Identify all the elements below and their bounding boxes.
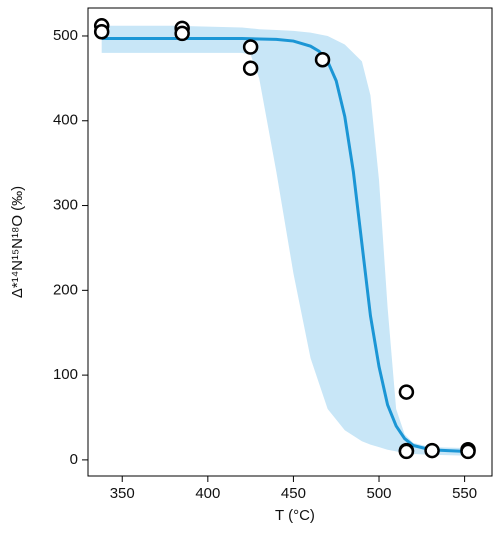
data-point xyxy=(242,39,259,55)
confidence-band xyxy=(101,25,465,456)
x-tick-label: 350 xyxy=(110,485,135,502)
data-point xyxy=(398,443,415,460)
y-tick-label: 200 xyxy=(53,281,78,298)
data-point xyxy=(424,442,440,459)
x-tick-label: 500 xyxy=(367,485,392,502)
y-tick-label: 0 xyxy=(70,451,78,468)
y-axis-label: Δ*¹⁴N¹⁵N¹⁸O (‰) xyxy=(9,186,26,298)
y-tick-label: 500 xyxy=(53,27,78,44)
y-tick-label: 300 xyxy=(53,197,78,214)
data-point xyxy=(174,25,190,42)
x-axis-label: T (°C) xyxy=(275,507,315,524)
data-point xyxy=(242,60,259,76)
y-tick-label: 400 xyxy=(53,112,78,129)
data-point xyxy=(314,51,331,68)
x-tick-label: 450 xyxy=(281,485,306,502)
data-point xyxy=(93,23,110,40)
y-tick-label: 100 xyxy=(53,366,78,383)
data-point xyxy=(398,384,415,400)
x-tick-label: 400 xyxy=(195,485,220,502)
x-tick-label: 550 xyxy=(452,485,477,502)
data-point xyxy=(460,443,476,460)
fit-curve xyxy=(101,37,474,453)
plot-frame xyxy=(87,7,493,477)
